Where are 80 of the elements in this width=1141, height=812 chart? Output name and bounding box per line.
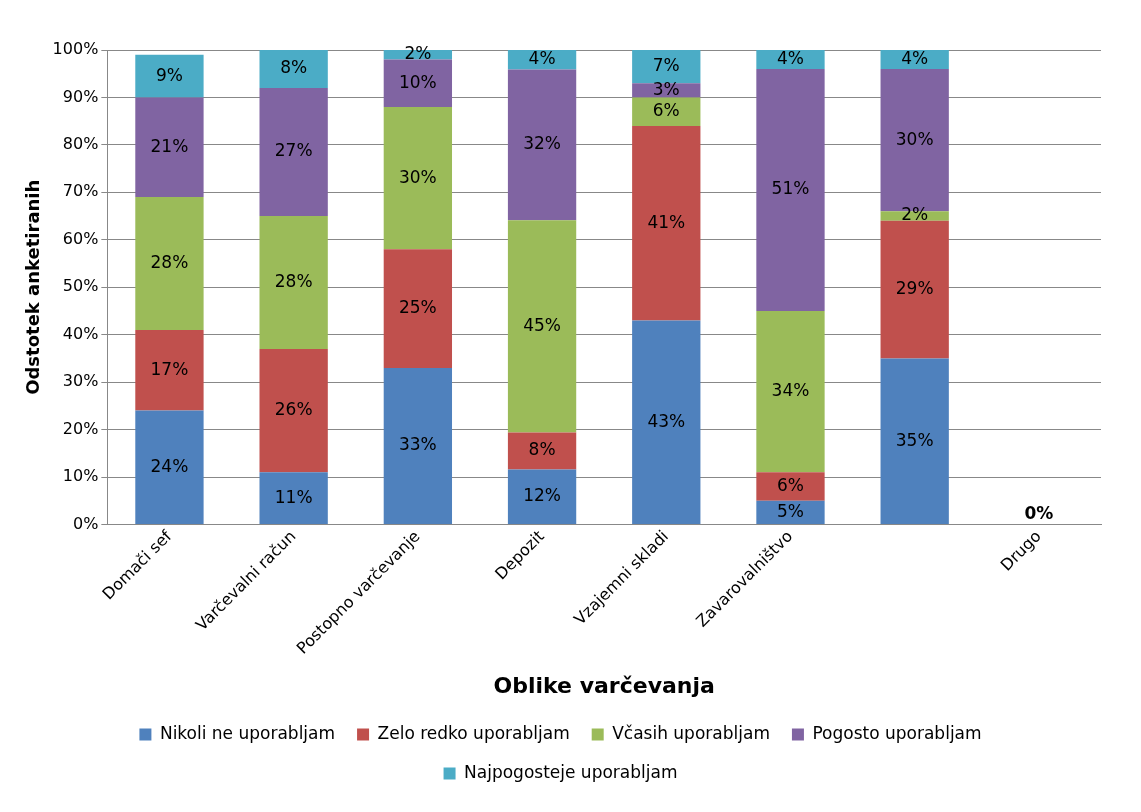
data-label: 34% — [771, 380, 810, 401]
data-label: 51% — [771, 178, 810, 199]
data-label: 12% — [523, 485, 561, 506]
data-label: 43% — [647, 410, 686, 431]
bar — [383, 106, 453, 250]
data-label: 45% — [523, 314, 561, 335]
y-tick-label: 20% — [62, 418, 99, 438]
bar — [880, 358, 949, 524]
data-label: 30% — [895, 128, 934, 149]
legend-label: Nikoli ne uporabljam — [159, 722, 336, 743]
bar — [756, 68, 825, 311]
data-label: 4% — [901, 47, 929, 68]
legend-label: Pogosto uporabljam — [812, 722, 982, 743]
bar — [880, 220, 949, 359]
data-label: 8% — [528, 439, 556, 460]
data-label: 28% — [274, 270, 313, 291]
legend-label: Najpogosteje uporabljam — [464, 761, 678, 782]
data-label: 10% — [398, 71, 437, 92]
bar — [383, 249, 453, 368]
bar — [135, 329, 204, 411]
y-tick-label: 80% — [62, 134, 99, 154]
bar — [632, 97, 701, 126]
y-tick-label: 90% — [62, 86, 99, 106]
data-label: 21% — [150, 135, 189, 156]
y-tick-label: 30% — [62, 371, 99, 391]
data-label: 17% — [150, 358, 189, 379]
bar — [259, 348, 328, 473]
data-label: 7% — [652, 55, 680, 76]
bar — [632, 125, 701, 321]
bar — [507, 69, 577, 221]
data-label: 33% — [398, 434, 437, 455]
y-tick-label: 10% — [62, 466, 99, 486]
bar — [383, 367, 453, 524]
data-label: 25% — [398, 296, 437, 317]
bar — [383, 59, 453, 107]
y-tick-label: 60% — [62, 228, 99, 248]
data-label: 28% — [150, 251, 189, 272]
data-label: 11% — [274, 486, 313, 507]
data-label: 32% — [523, 133, 561, 154]
bar — [259, 216, 328, 349]
bar — [507, 432, 577, 470]
legend-label: Včasih uporabljam — [612, 722, 770, 743]
bar — [507, 469, 577, 524]
bar — [259, 472, 328, 524]
data-label: 8% — [280, 57, 308, 78]
y-tick-label: 50% — [62, 276, 99, 296]
data-label: 4% — [528, 48, 556, 69]
y-axis-title: Odstotek anketiranih — [22, 179, 44, 395]
y-tick-label: 70% — [62, 181, 99, 201]
bar — [756, 472, 825, 501]
bar — [135, 410, 204, 524]
data-label: 35% — [895, 429, 934, 450]
data-label: 4% — [776, 47, 804, 68]
bar — [135, 197, 204, 330]
bar — [135, 54, 204, 98]
data-label: 0% — [1024, 502, 1054, 523]
y-tick-label: 40% — [62, 323, 99, 343]
data-label: 6% — [776, 474, 804, 495]
bar — [632, 320, 701, 524]
data-label: 24% — [150, 455, 189, 476]
data-label: 6% — [652, 100, 680, 121]
bar — [259, 87, 328, 217]
data-label: 26% — [274, 399, 313, 419]
bar — [632, 50, 701, 84]
data-label: 3% — [652, 78, 680, 99]
y-tick-label: 0% — [72, 513, 99, 533]
data-label: 2% — [901, 204, 929, 225]
bar — [756, 310, 825, 473]
y-tick-label: 100% — [52, 39, 99, 59]
data-label: 27% — [274, 140, 313, 161]
data-label: 5% — [776, 500, 804, 521]
data-label: 41% — [647, 211, 686, 232]
data-label: 9% — [155, 64, 183, 85]
x-axis-title: Oblike varčevanja — [493, 672, 715, 698]
data-label: 30% — [398, 166, 437, 187]
bar — [135, 97, 204, 198]
bar — [259, 50, 328, 88]
data-label: 29% — [895, 278, 934, 299]
legend-label: Zelo redko uporabljam — [377, 722, 570, 743]
bar — [507, 220, 577, 433]
